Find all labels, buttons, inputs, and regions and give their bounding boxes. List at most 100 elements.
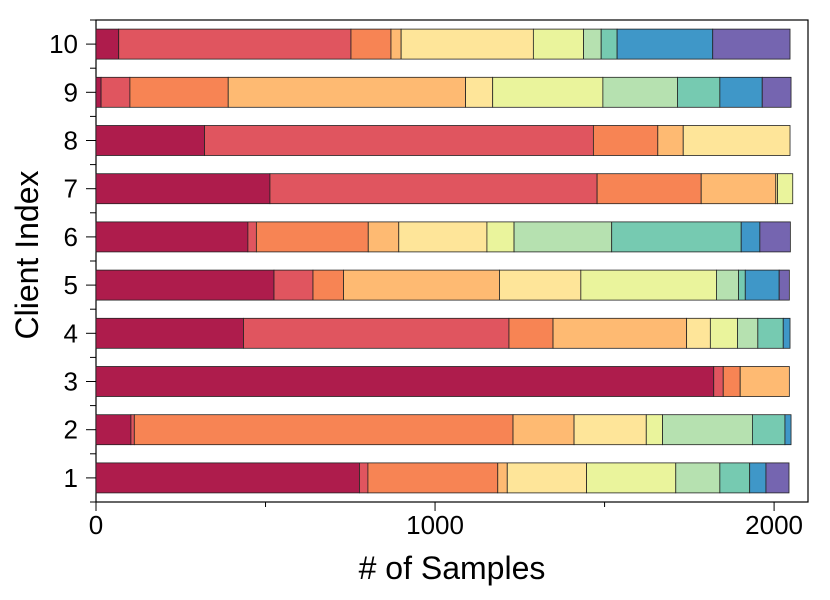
bar-segment: [367, 462, 499, 494]
bar-stacks: [95, 28, 794, 494]
y-tick-label: 7: [64, 174, 78, 204]
bar-segment: [95, 125, 205, 156]
bar-segment: [600, 28, 618, 60]
bar-segment: [95, 28, 120, 60]
bar-segment: [782, 317, 791, 349]
bar-segment: [247, 221, 257, 253]
bar-segment: [712, 28, 791, 60]
bar-segment: [722, 366, 741, 397]
bar-segment: [739, 366, 790, 397]
bar-segment: [130, 414, 135, 446]
bar-segment: [592, 125, 659, 156]
bar-segment: [759, 221, 791, 253]
bar-segment: [778, 269, 790, 301]
bar-segment: [611, 221, 742, 253]
bar-segment: [497, 462, 508, 494]
bar-segment: [465, 76, 494, 108]
bar-segment: [508, 317, 554, 349]
bar-segment: [95, 462, 360, 494]
bar-segment: [243, 317, 510, 349]
bar-segment: [95, 76, 102, 108]
bar-segment: [740, 221, 761, 253]
y-tick-label: 3: [64, 367, 78, 397]
bar-stack-client-6: [95, 221, 791, 253]
y-tick-label: 10: [49, 29, 78, 59]
y-tick-label: 6: [64, 222, 78, 252]
x-axis-ticks: 0 1000 2000: [89, 502, 803, 540]
bar-segment: [129, 76, 229, 108]
bar-stack-client-2: [95, 414, 792, 446]
bar-segment: [398, 221, 488, 253]
bar-segment: [204, 125, 594, 156]
y-tick-label: 9: [64, 77, 78, 107]
bar-segment: [645, 414, 663, 446]
bar-segment: [532, 28, 584, 60]
bar-segment: [118, 28, 352, 60]
bar-segment: [573, 414, 647, 446]
y-tick-label: 2: [64, 415, 78, 445]
bar-segment: [709, 317, 738, 349]
bar-segment: [95, 317, 244, 349]
bar-segment: [686, 317, 711, 349]
bar-stack-client-7: [95, 173, 794, 205]
y-axis-title: Client Index: [9, 171, 45, 340]
y-tick-label: 4: [64, 318, 78, 348]
bar-segment: [757, 317, 784, 349]
bar-segment: [657, 125, 684, 156]
y-tick-label: 8: [64, 126, 78, 156]
bar-segment: [602, 76, 678, 108]
bar-segment: [749, 462, 767, 494]
bar-stack-client-9: [95, 76, 792, 108]
bar-stack-client-1: [95, 462, 790, 494]
bar-segment: [586, 462, 677, 494]
y-axis-ticks: 1 2 3 4 5 6 7 8 9 10: [49, 19, 96, 503]
bar-segment: [506, 462, 588, 494]
y-tick-label: 5: [64, 270, 78, 300]
bar-segment: [713, 366, 724, 397]
bar-segment: [486, 221, 515, 253]
bar-segment: [719, 76, 763, 108]
bar-segment: [227, 76, 466, 108]
bar-stack-client-4: [95, 317, 791, 349]
bar-segment: [343, 269, 500, 301]
bar-segment: [95, 366, 715, 397]
bar-segment: [359, 462, 369, 494]
bar-segment: [737, 317, 759, 349]
y-tick-label: 1: [64, 463, 78, 493]
bar-segment: [367, 221, 400, 253]
bar-segment: [700, 173, 777, 205]
bar-segment: [738, 269, 746, 301]
bar-segment: [100, 76, 131, 108]
bar-segment: [616, 28, 714, 60]
bar-segment: [719, 462, 751, 494]
bar-stack-client-10: [95, 28, 791, 60]
bar-segment: [269, 173, 598, 205]
bar-segment: [273, 269, 314, 301]
bar-segment: [512, 414, 575, 446]
bar-segment: [765, 462, 790, 494]
bar-segment: [744, 269, 780, 301]
bar-stack-client-5: [95, 269, 790, 301]
bar-segment: [95, 414, 132, 446]
bar-segment: [675, 462, 721, 494]
bar-segment: [784, 414, 792, 446]
bar-segment: [312, 269, 344, 301]
bar-segment: [662, 414, 753, 446]
bar-segment: [552, 317, 688, 349]
bar-segment: [677, 76, 721, 108]
bar-segment: [761, 76, 792, 108]
bar-segment: [255, 221, 369, 253]
bar-segment: [499, 269, 582, 301]
bar-segment: [513, 221, 613, 253]
bar-segment: [596, 173, 702, 205]
x-tick-label: 2000: [745, 510, 803, 540]
bar-segment: [751, 414, 786, 446]
x-axis-title: # of Samples: [359, 550, 546, 586]
bar-stack-client-8: [95, 125, 791, 156]
bar-segment: [580, 269, 717, 301]
bar-segment: [400, 28, 534, 60]
bar-segment: [95, 173, 271, 205]
bar-segment: [390, 28, 402, 60]
bar-segment: [492, 76, 604, 108]
